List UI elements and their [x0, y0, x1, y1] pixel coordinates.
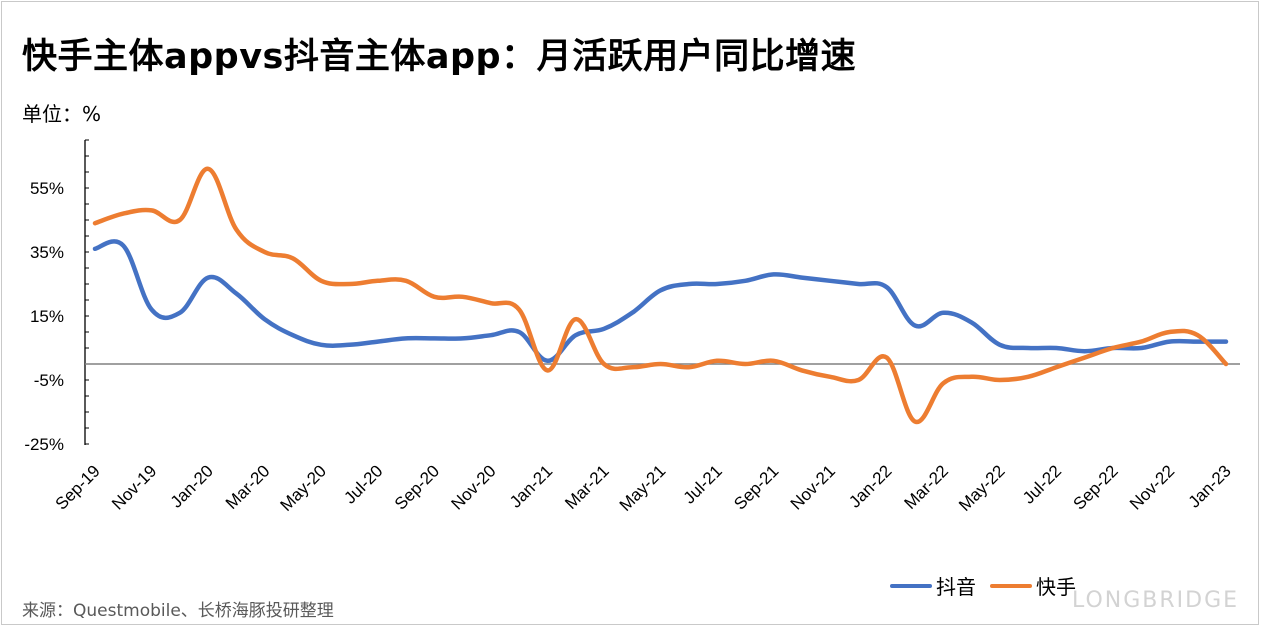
x-tick-label: Nov-19	[108, 461, 160, 513]
y-tick-label: -25%	[24, 435, 64, 454]
legend-item-douyin: 抖音	[890, 571, 976, 600]
x-tick-label: Sep-21	[730, 461, 782, 513]
legend-label-douyin: 抖音	[936, 575, 976, 599]
x-tick-label: Jan-20	[167, 461, 217, 511]
unit-label: 单位：%	[22, 102, 102, 126]
x-tick-label: May-20	[277, 461, 331, 515]
x-tick-label: Jan-21	[506, 461, 556, 511]
legend-swatch-douyin	[890, 583, 932, 588]
x-tick-label: Jul-21	[680, 461, 726, 507]
x-tick-label: May-21	[616, 461, 670, 515]
x-tick-label: Sep-19	[52, 461, 104, 513]
y-tick-label: 55%	[30, 179, 64, 198]
x-tick-label: Sep-22	[1070, 461, 1122, 513]
x-tick-label: Jan-23	[1185, 461, 1235, 511]
legend-swatch-kuaishou	[990, 583, 1032, 588]
x-tick-label: Jul-22	[1019, 461, 1065, 507]
x-tick-label: May-22	[955, 461, 1009, 515]
x-tick-label: Nov-20	[447, 461, 499, 513]
legend-label-kuaishou: 快手	[1036, 575, 1076, 599]
x-tick-label: Mar-22	[901, 461, 953, 513]
x-tick-label: Sep-20	[391, 461, 443, 513]
legend-item-kuaishou: 快手	[990, 571, 1076, 600]
x-tick-label: Mar-20	[222, 461, 274, 513]
x-tick-label: Nov-22	[1126, 461, 1178, 513]
x-tick-label: Nov-21	[787, 461, 839, 513]
x-tick-label: Mar-21	[561, 461, 613, 513]
x-tick-label: Jan-22	[845, 461, 895, 511]
series-line-douyin	[92, 239, 1229, 364]
brand-watermark: LONGBRIDGE	[1072, 588, 1240, 613]
chart-title: 快手主体appvs抖音主体app：月活跃用户同比增速	[22, 37, 857, 77]
series-line-kuaishou	[92, 166, 1229, 424]
chart-legend: 抖音 快手	[890, 571, 1090, 600]
y-tick-label: 35%	[30, 243, 64, 262]
x-tick-label: Jul-20	[340, 461, 386, 507]
source-note: 来源：Questmobile、长桥海豚投研整理	[22, 601, 334, 621]
y-tick-label: -5%	[34, 371, 64, 390]
y-tick-label: 15%	[30, 307, 64, 326]
